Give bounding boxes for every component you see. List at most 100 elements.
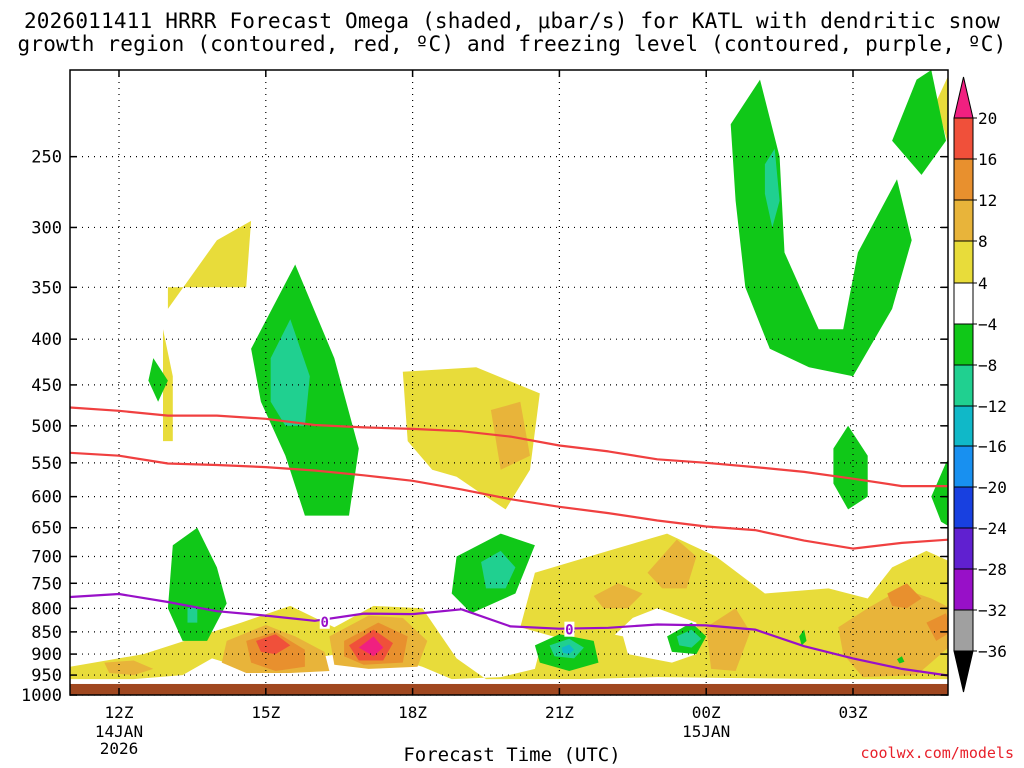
y-tick-label-800: 800 — [31, 599, 62, 619]
omega-shading — [70, 70, 948, 680]
colorbar-label--16: −16 — [978, 437, 1007, 456]
y-tick-label-1000: 1000 — [21, 686, 62, 706]
colorbar: 20 16 12 8 4 −4 −8 −12 −16 −20 −24 −28 −32 −36 — [953, 76, 1007, 693]
omega-region-27 — [892, 70, 946, 175]
colorbar-label-16: 16 — [978, 150, 997, 169]
y-tick-label-300: 300 — [31, 218, 62, 238]
y-tick-label-250: 250 — [31, 148, 62, 168]
y-tick-label-600: 600 — [31, 488, 62, 508]
omega-region-31 — [897, 656, 905, 664]
colorbar-bottom-arrow — [953, 650, 974, 693]
colorbar-segment-3 — [953, 240, 974, 284]
plot-frame — [69, 69, 949, 696]
colorbar-segment-12 — [953, 609, 974, 652]
y-tick-label-400: 400 — [31, 330, 62, 350]
colorbar-top-arrow — [953, 76, 974, 119]
colorbar-segment-0 — [953, 117, 974, 160]
colorbar-segment-11 — [953, 568, 974, 611]
colorbar-segment-1 — [953, 158, 974, 201]
omega-region-15 — [887, 583, 922, 609]
colorbar-label-8: 8 — [978, 232, 988, 251]
x-tick-label-21Z: 21Z — [545, 703, 574, 722]
y-tick-label-900: 900 — [31, 645, 62, 665]
colorbar-label-4: 4 — [978, 274, 988, 293]
colorbar-label--36: −36 — [978, 642, 1007, 661]
omega-region-30 — [799, 629, 807, 646]
colorbar-label--32: −32 — [978, 601, 1007, 620]
y-tick-label-750: 750 — [31, 574, 62, 594]
colorbar-label--24: −24 — [978, 519, 1007, 538]
x-tick-label-15Z: 15Z — [251, 703, 280, 722]
dgz-upper-contour — [70, 406, 948, 488]
omega-region-10 — [706, 608, 751, 671]
colorbar-label--4: −4 — [978, 315, 997, 334]
freezing-label-bg-1 — [564, 621, 575, 637]
y-tick-label-500: 500 — [31, 417, 62, 437]
colorbar-segment-2 — [953, 199, 974, 242]
x-tick-label-18Z: 18Z — [398, 703, 427, 722]
y-tick-label-350: 350 — [31, 278, 62, 298]
omega-region-37 — [187, 605, 198, 623]
colorbar-label-12: 12 — [978, 191, 997, 210]
x-tick-sublabel-14JAN: 14JAN — [95, 722, 143, 741]
x-tick-label-03Z: 03Z — [839, 703, 868, 722]
y-tick-label-650: 650 — [31, 519, 62, 539]
chart-title-line-1: 2026011411 HRRR Forecast Omega (shaded, … — [23, 9, 1001, 33]
x-tick-label-12Z: 12Z — [105, 703, 134, 722]
omega-region-3 — [402, 367, 540, 510]
omega-region-26 — [730, 79, 912, 377]
omega-region-19 — [358, 636, 384, 657]
colorbar-label--28: −28 — [978, 560, 1007, 579]
omega-region-5 — [104, 660, 154, 676]
freezing-level-label-0: 0 — [321, 615, 329, 631]
chart-title-line-2: growth region (contoured, red, ºC) and f… — [17, 32, 1007, 56]
x-tick-label-00Z: 00Z — [692, 703, 721, 722]
freezing-level-contour — [70, 592, 948, 677]
x-tick-sublabel-2026: 2026 — [100, 739, 139, 758]
omega-region-17 — [256, 634, 291, 655]
dgz-lower-contour — [70, 451, 948, 550]
y-tick-label-950: 950 — [31, 666, 62, 686]
omega-region-29 — [931, 459, 948, 526]
omega-region-16 — [926, 613, 948, 641]
colorbar-segment-10 — [953, 527, 974, 570]
y-axis: 2503003504004505005506006507007508008509… — [21, 148, 948, 706]
omega-region-32 — [270, 319, 310, 426]
x-tick-sublabel-15JAN: 15JAN — [682, 722, 730, 741]
colorbar-segment-7 — [953, 405, 974, 447]
ground-shading — [70, 683, 948, 695]
colorbar-segment-5 — [953, 323, 974, 366]
colorbar-label--12: −12 — [978, 397, 1007, 416]
colorbar-label-20: 20 — [978, 109, 997, 128]
colorbar-segment-8 — [953, 445, 974, 488]
grid-lines — [70, 70, 948, 696]
omega-region-33 — [481, 550, 516, 589]
credit-text: coolwx.com/models — [860, 744, 1014, 762]
y-tick-label-450: 450 — [31, 376, 62, 396]
omega-region-9 — [647, 539, 697, 589]
omega-region-11 — [838, 588, 948, 678]
colorbar-segment-9 — [953, 486, 974, 529]
colorbar-label--20: −20 — [978, 478, 1007, 497]
omega-region-20 — [148, 358, 168, 402]
omega-region-2 — [936, 76, 948, 144]
colorbar-label--8: −8 — [978, 356, 997, 375]
omega-region-8 — [593, 583, 643, 609]
omega-region-0 — [167, 220, 252, 309]
omega-region-36 — [764, 148, 780, 228]
omega-region-38 — [561, 644, 575, 655]
omega-region-1 — [163, 329, 173, 442]
freezing-label-bg-0 — [319, 613, 330, 629]
omega-region-35 — [676, 629, 702, 648]
colorbar-segment-4 — [953, 282, 974, 325]
omega-region-28 — [833, 425, 868, 510]
omega-region-21 — [167, 527, 227, 641]
y-tick-label-550: 550 — [31, 454, 62, 474]
y-tick-label-850: 850 — [31, 623, 62, 643]
colorbar-segment-6 — [953, 364, 974, 407]
x-axis-label: Forecast Time (UTC) — [403, 744, 621, 766]
y-tick-label-700: 700 — [31, 547, 62, 567]
